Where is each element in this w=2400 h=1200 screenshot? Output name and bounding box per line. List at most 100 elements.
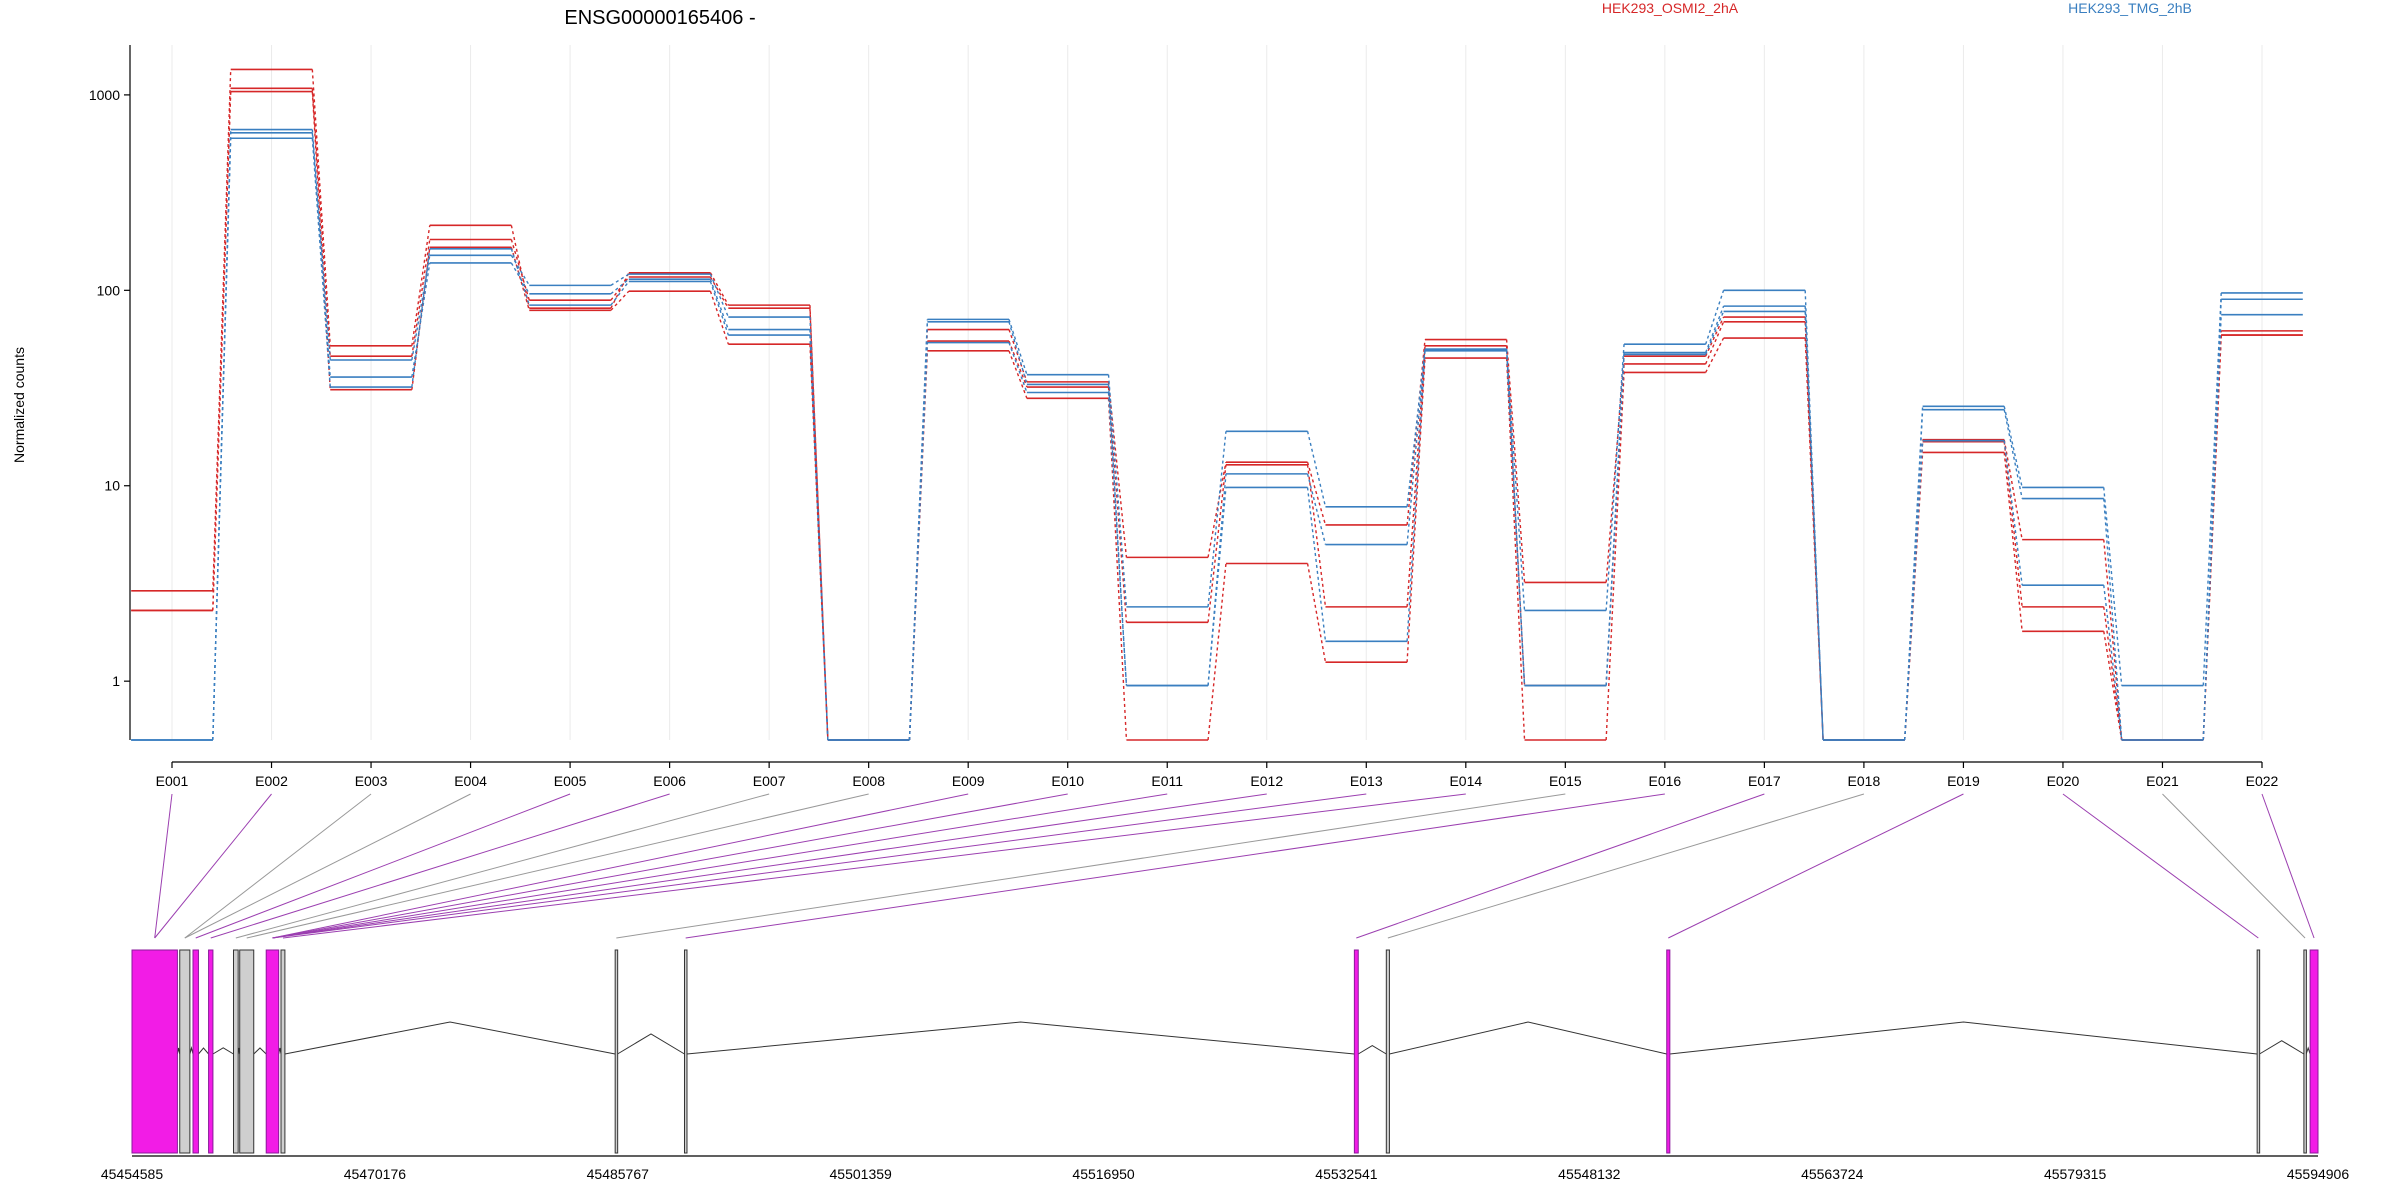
bin-link-e010 <box>1107 374 1128 607</box>
legend-item-hek293_tmg_2hb: HEK293_TMG_2hB <box>2068 0 2192 16</box>
bin-link-e005 <box>610 276 630 301</box>
connector-e007 <box>235 793 770 939</box>
series-lines <box>131 68 2303 741</box>
bin-link-e016 <box>1705 316 1725 357</box>
bin-link-e005 <box>610 290 630 311</box>
exon-e016 <box>2309 949 2319 1154</box>
bin-link-e006 <box>709 278 729 330</box>
connector-e010 <box>272 793 1068 939</box>
y-tick-label-1000: 1000 <box>89 87 120 103</box>
bin-link-e009 <box>1008 321 1028 385</box>
bin-link-e011 <box>1207 464 1227 623</box>
x-axis-ticks: E001 E002 E003 E004 E005 E006 E007 E008 E009 E010… <box>156 762 2279 789</box>
gene-model: 45454585 45470176 45485767 45501359 45516950… <box>101 949 2349 1182</box>
bin-link-e011 <box>1207 462 1227 558</box>
bin-link-e008 <box>908 321 929 741</box>
bin-link-e016 <box>1705 311 1725 355</box>
bin-link-e012 <box>1306 563 1327 663</box>
exon-e009 <box>614 949 619 1154</box>
x-tick-label-e014: E014 <box>1449 773 1482 789</box>
exon-connectors <box>154 793 2315 939</box>
connector-e011 <box>272 793 1168 939</box>
bin-link-e011 <box>1207 473 1227 686</box>
x-tick-label-e021: E021 <box>2146 773 2179 789</box>
bin-link-e021 <box>2202 292 2222 686</box>
bin-link-e001 <box>212 138 232 741</box>
y-tick-label-100: 100 <box>97 282 121 298</box>
connector-e003 <box>184 793 372 939</box>
x-tick-label-e012: E012 <box>1250 773 1283 789</box>
x-tick-label-e019: E019 <box>1947 773 1980 789</box>
intron-e014 <box>2259 1040 2305 1055</box>
x-tick-label-e009: E009 <box>952 773 985 789</box>
bin-link-e014 <box>1505 358 1526 741</box>
bin-link-e016 <box>1705 321 1725 365</box>
bin-link-e021 <box>2202 314 2222 741</box>
connector-e006 <box>210 793 670 939</box>
x-tick-label-e004: E004 <box>454 773 487 789</box>
genomic-tick-label-45532541: 45532541 <box>1315 1166 1378 1182</box>
bin-link-e015 <box>1605 356 1625 583</box>
bin-link-e004 <box>510 239 530 301</box>
chart-title: ENSG00000165406 - <box>564 7 755 29</box>
bin-link-e015 <box>1605 354 1625 686</box>
bin-link-e013 <box>1406 358 1426 663</box>
bin-link-e020 <box>2103 498 2123 741</box>
x-tick-label-e002: E002 <box>255 773 288 789</box>
connector-e015 <box>616 793 1566 939</box>
connector-e016 <box>685 793 1665 939</box>
connector-e014 <box>282 793 1466 939</box>
connector-e020 <box>2062 793 2259 939</box>
legend: HEK293_OSMI2_2hA HEK293_TMG_2hB <box>1602 0 2192 16</box>
connector-e018 <box>1387 793 1865 939</box>
exon-e013 <box>1666 949 1671 1154</box>
genomic-tick-label-45454585: 45454585 <box>101 1166 164 1182</box>
grid-lines <box>171 45 2263 740</box>
bin-link-e016 <box>1705 337 1725 373</box>
x-tick-label-e008: E008 <box>852 773 885 789</box>
bin-link-e002 <box>311 138 331 388</box>
genomic-tick-label-45579315: 45579315 <box>2044 1166 2107 1182</box>
intron-e008 <box>284 1021 616 1055</box>
bin-link-e012 <box>1306 461 1327 526</box>
genomic-tick-label-45563724: 45563724 <box>1801 1166 1864 1182</box>
exon-e010 <box>683 949 688 1154</box>
bin-link-e016 <box>1704 290 1725 345</box>
bin-link-e012 <box>1306 487 1327 642</box>
bin-link-e005 <box>610 272 630 309</box>
bin-link-e015 <box>1605 344 1625 611</box>
bin-link-e015 <box>1605 372 1625 741</box>
bin-link-e003 <box>411 262 431 378</box>
exon-e012 <box>1385 949 1390 1154</box>
genomic-tick-label-45548132: 45548132 <box>1558 1166 1621 1182</box>
intron-e004 <box>212 1047 234 1055</box>
bin-link-e013 <box>1406 350 1426 642</box>
x-tick-label-e003: E003 <box>355 773 388 789</box>
bin-link-e011 <box>1207 431 1227 607</box>
bin-link-e001 <box>212 91 232 611</box>
series-hek293_osmi2_2ha-0 <box>131 68 2303 741</box>
x-tick-label-e011: E011 <box>1151 773 1183 789</box>
bin-link-e019 <box>2003 406 2023 488</box>
bin-link-e019 <box>2003 440 2023 586</box>
bin-link-e009 <box>1008 342 1028 393</box>
bin-link-e012 <box>1306 431 1327 507</box>
bin-link-e018 <box>1904 440 1924 741</box>
bin-link-e019 <box>2003 441 2023 607</box>
x-tick-label-e001: E001 <box>156 773 189 789</box>
intron-e013 <box>1669 1021 2258 1055</box>
connector-e009 <box>272 793 969 939</box>
bin-link-e001 <box>212 69 232 591</box>
bin-link-e014 <box>1505 339 1526 583</box>
bin-link-e014 <box>1505 350 1526 686</box>
connector-e012 <box>272 793 1267 939</box>
legend-item-hek293_osmi2_2ha: HEK293_OSMI2_2hA <box>1602 0 1739 16</box>
connector-e001 <box>154 793 173 939</box>
connector-e005 <box>195 793 571 939</box>
bin-link-e010 <box>1107 392 1128 686</box>
x-tick-label-e017: E017 <box>1748 773 1781 789</box>
exon-e015 <box>2303 949 2307 1154</box>
intron-e006 <box>253 1047 267 1055</box>
exon-e008 <box>280 949 286 1154</box>
